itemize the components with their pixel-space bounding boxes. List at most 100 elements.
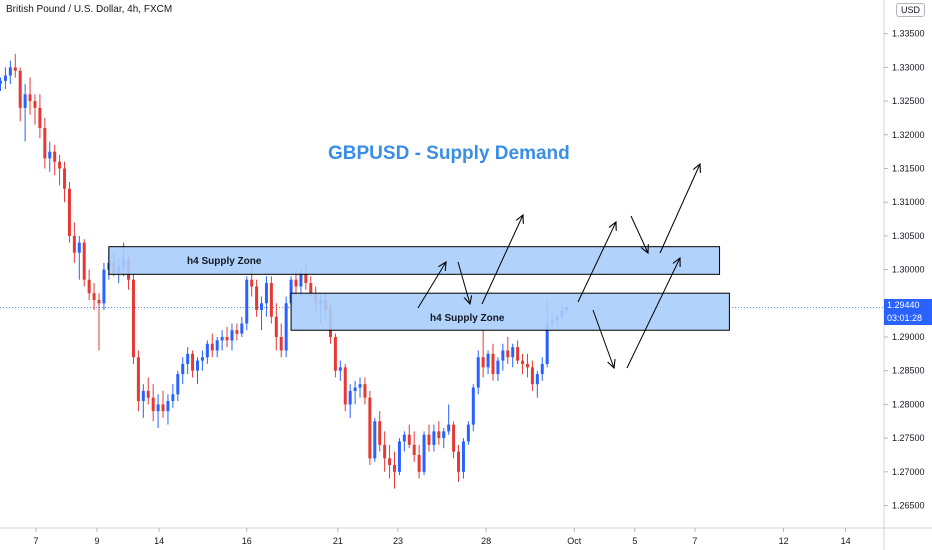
candle-body[interactable]: [274, 316, 278, 337]
candle-body[interactable]: [545, 323, 549, 364]
candle-body[interactable]: [3, 75, 7, 81]
candle-body[interactable]: [156, 404, 160, 412]
candle-body[interactable]: [501, 350, 505, 361]
candle-body[interactable]: [77, 242, 81, 253]
candle-body[interactable]: [92, 293, 96, 300]
candle-body[interactable]: [511, 347, 515, 358]
candle-body[interactable]: [205, 343, 209, 358]
candle-body[interactable]: [8, 67, 12, 76]
candle-body[interactable]: [476, 357, 480, 388]
candle-body[interactable]: [299, 272, 303, 287]
candle-body[interactable]: [58, 161, 62, 169]
currency-badge[interactable]: USD: [895, 3, 925, 17]
candle-body[interactable]: [383, 444, 387, 459]
candle-body[interactable]: [97, 299, 101, 304]
candle-body[interactable]: [388, 458, 392, 466]
candle-series[interactable]: [0, 53, 569, 489]
candle-body[interactable]: [43, 128, 47, 159]
candle-body[interactable]: [279, 337, 283, 351]
candle-body[interactable]: [141, 390, 145, 402]
candle-body[interactable]: [269, 283, 273, 317]
candle-body[interactable]: [176, 374, 180, 395]
candle-body[interactable]: [516, 347, 520, 361]
arrow-path-5[interactable]: [630, 215, 648, 253]
candle-body[interactable]: [102, 269, 106, 304]
candle-body[interactable]: [309, 283, 313, 294]
candle-body[interactable]: [146, 390, 150, 398]
candle-body[interactable]: [200, 357, 204, 361]
candle-body[interactable]: [368, 397, 372, 459]
candle-body[interactable]: [289, 279, 293, 304]
arrow-path-3[interactable]: [481, 215, 523, 305]
candle-body[interactable]: [67, 188, 71, 236]
candle-body[interactable]: [412, 444, 416, 455]
candle-body[interactable]: [343, 367, 347, 405]
candle-body[interactable]: [171, 394, 175, 402]
candle-body[interactable]: [393, 465, 396, 472]
candle-body[interactable]: [397, 441, 401, 472]
candle-body[interactable]: [422, 434, 426, 472]
candle-body[interactable]: [196, 360, 199, 371]
candle-body[interactable]: [181, 363, 185, 375]
candle-body[interactable]: [151, 397, 155, 412]
candle-body[interactable]: [486, 353, 490, 368]
arrow-path-8[interactable]: [626, 258, 680, 369]
candle-body[interactable]: [131, 279, 135, 358]
candle-body[interactable]: [491, 353, 495, 375]
candle-body[interactable]: [210, 343, 214, 351]
candle-body[interactable]: [457, 451, 461, 472]
candle-body[interactable]: [136, 357, 140, 402]
supply-zone-rect-1[interactable]: [108, 246, 721, 275]
candle-body[interactable]: [260, 303, 264, 311]
candle-body[interactable]: [466, 424, 470, 442]
candle-body[interactable]: [358, 384, 362, 388]
candle-body[interactable]: [220, 337, 224, 341]
candle-body[interactable]: [407, 434, 411, 445]
arrow-path-1[interactable]: [417, 262, 446, 309]
candle-body[interactable]: [348, 390, 352, 405]
candle-body[interactable]: [353, 387, 357, 391]
candle-body[interactable]: [378, 421, 382, 445]
candle-body[interactable]: [161, 404, 165, 412]
candle-body[interactable]: [481, 357, 485, 368]
candle-body[interactable]: [230, 330, 234, 341]
candle-body[interactable]: [0, 80, 2, 84]
candle-body[interactable]: [338, 367, 342, 371]
candle-body[interactable]: [87, 279, 91, 294]
candle-body[interactable]: [294, 279, 298, 287]
candle-body[interactable]: [417, 454, 421, 472]
projection-arrows[interactable]: [417, 164, 700, 369]
candle-body[interactable]: [540, 363, 544, 375]
candle-body[interactable]: [525, 363, 529, 368]
candle-body[interactable]: [304, 272, 308, 284]
candle-body[interactable]: [82, 242, 86, 280]
candle-body[interactable]: [53, 151, 57, 162]
candle-body[interactable]: [452, 424, 456, 452]
arrow-path-4[interactable]: [577, 222, 616, 303]
candle-body[interactable]: [186, 353, 190, 364]
candle-body[interactable]: [333, 337, 337, 371]
candle-body[interactable]: [506, 350, 510, 358]
supply-zone-rect-2[interactable]: [290, 292, 730, 331]
candle-body[interactable]: [437, 431, 441, 439]
arrow-path-2[interactable]: [457, 261, 470, 304]
candle-body[interactable]: [363, 384, 367, 398]
candle-body[interactable]: [284, 303, 288, 351]
candle-body[interactable]: [33, 101, 37, 108]
candle-body[interactable]: [63, 168, 67, 189]
candle-body[interactable]: [521, 360, 525, 364]
candle-body[interactable]: [530, 367, 534, 385]
candle-body[interactable]: [28, 94, 32, 102]
candle-body[interactable]: [235, 330, 239, 334]
candle-body[interactable]: [432, 431, 436, 445]
candle-body[interactable]: [13, 67, 17, 71]
candle-body[interactable]: [255, 286, 259, 311]
candle-body[interactable]: [496, 360, 500, 375]
candle-body[interactable]: [18, 70, 22, 108]
candle-body[interactable]: [166, 401, 170, 412]
candle-body[interactable]: [225, 337, 229, 341]
candle-body[interactable]: [72, 235, 76, 253]
candle-body[interactable]: [447, 424, 451, 432]
